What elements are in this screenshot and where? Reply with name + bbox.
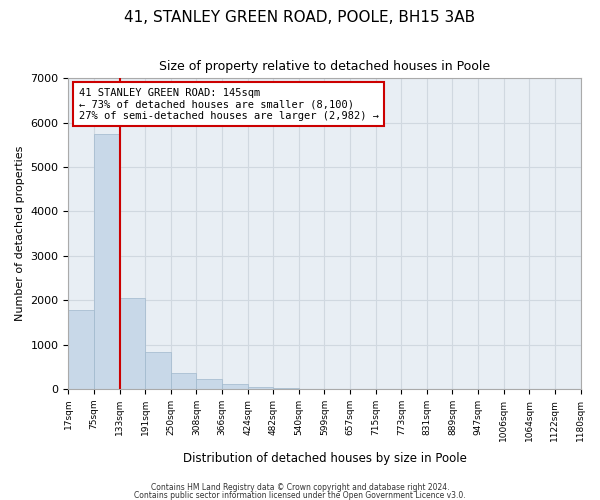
Bar <box>248 386 273 389</box>
Bar <box>119 298 145 389</box>
Text: Contains public sector information licensed under the Open Government Licence v3: Contains public sector information licen… <box>134 490 466 500</box>
Bar <box>171 372 196 389</box>
Bar <box>94 134 119 389</box>
Bar <box>222 384 248 389</box>
X-axis label: Distribution of detached houses by size in Poole: Distribution of detached houses by size … <box>182 452 466 465</box>
Bar <box>196 378 222 389</box>
Title: Size of property relative to detached houses in Poole: Size of property relative to detached ho… <box>159 60 490 73</box>
Bar <box>273 388 299 389</box>
Bar <box>145 352 171 389</box>
Bar <box>68 310 94 389</box>
Y-axis label: Number of detached properties: Number of detached properties <box>15 146 25 322</box>
Text: 41 STANLEY GREEN ROAD: 145sqm
← 73% of detached houses are smaller (8,100)
27% o: 41 STANLEY GREEN ROAD: 145sqm ← 73% of d… <box>79 88 379 121</box>
Text: 41, STANLEY GREEN ROAD, POOLE, BH15 3AB: 41, STANLEY GREEN ROAD, POOLE, BH15 3AB <box>124 10 476 25</box>
Text: Contains HM Land Registry data © Crown copyright and database right 2024.: Contains HM Land Registry data © Crown c… <box>151 483 449 492</box>
